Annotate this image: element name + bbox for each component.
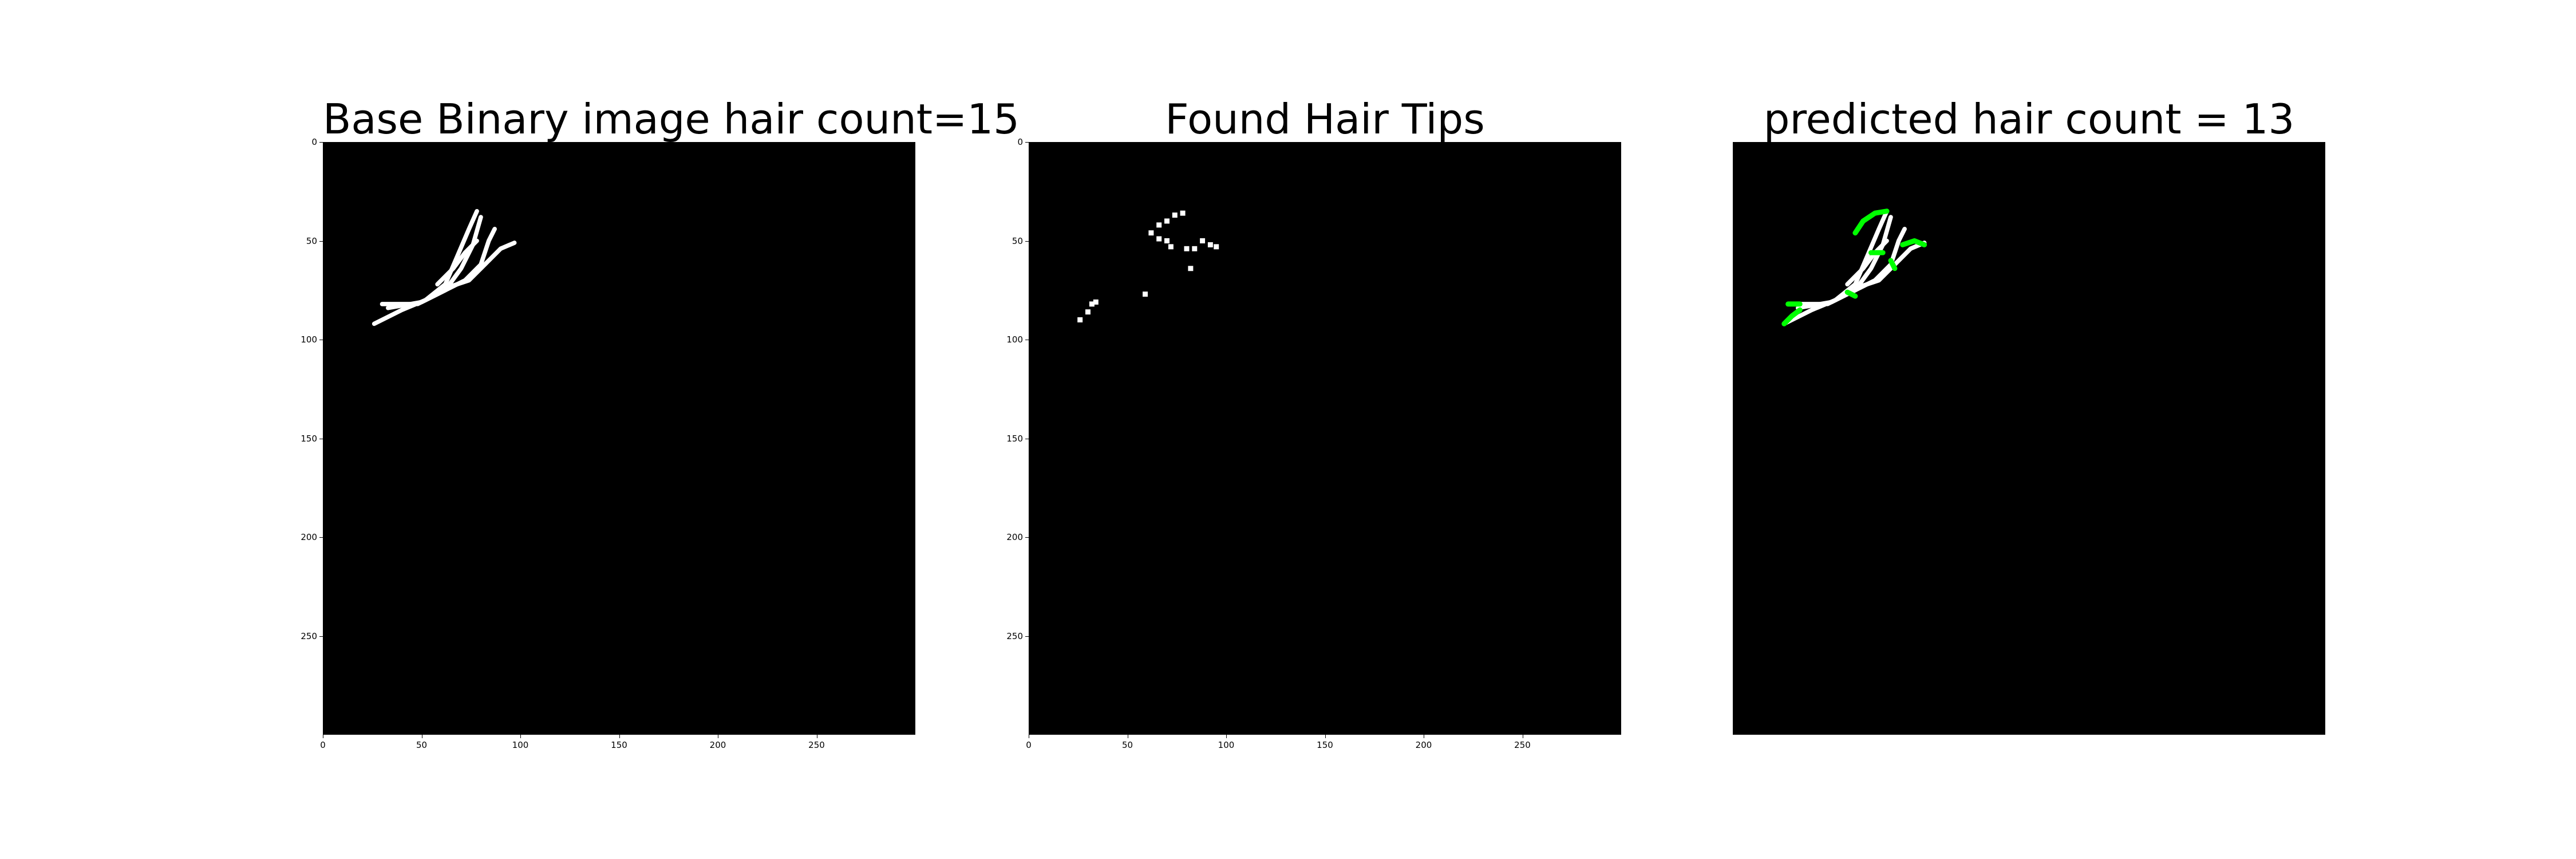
hair-tip-point: [1200, 238, 1206, 243]
x-tick-label: 100: [1218, 740, 1235, 750]
hair-tip-point: [1207, 242, 1213, 247]
x-tick-label: 50: [416, 740, 428, 750]
y-tick-mark: [1025, 142, 1029, 143]
x-tick-mark: [1226, 735, 1227, 738]
y-tick-mark: [1025, 537, 1029, 538]
tip-overlay-segment: [1888, 258, 1898, 271]
hair-tip-point: [1156, 236, 1162, 242]
tip-overlay-segment: [1852, 208, 1890, 236]
y-tick-label: 200: [1006, 532, 1023, 542]
tip-overlay-segment: [1781, 307, 1803, 326]
y-tick-mark: [1025, 241, 1029, 242]
x-tick-label: 250: [808, 740, 825, 750]
y-tick-mark: [319, 636, 323, 637]
hair-tip-point: [1164, 218, 1170, 224]
y-tick-label: 250: [1006, 631, 1023, 641]
panel-title: Found Hair Tips: [1165, 95, 1485, 143]
x-tick-mark: [520, 735, 521, 738]
y-tick-label: 250: [301, 631, 317, 641]
hair-stroke: [443, 241, 517, 291]
image-canvas: [372, 208, 517, 326]
y-tick-label: 150: [301, 433, 317, 444]
x-tick-label: 250: [1514, 740, 1531, 750]
hair-tip-point: [1192, 246, 1198, 251]
hair-tip-point: [1143, 291, 1148, 297]
image-axes: [1029, 142, 1621, 735]
tip-overlay-segment: [1900, 238, 1927, 247]
y-tick-label: 200: [301, 532, 317, 542]
hair-stroke: [372, 208, 479, 326]
x-tick-mark: [619, 735, 620, 738]
hair-stroke: [435, 238, 479, 287]
image-axes: [323, 142, 915, 735]
hair-stroke: [1781, 208, 1889, 326]
image-canvas: [1077, 210, 1219, 322]
y-tick-mark: [1025, 636, 1029, 637]
hair-tip-point: [1093, 299, 1099, 305]
y-tick-label: 50: [306, 235, 317, 246]
panel-found-tips: Found Hair Tips 0 50 100 150 200 250 0 50 100 150…: [1006, 0, 1621, 859]
y-tick-label: 0: [311, 137, 317, 147]
hair-tip-point: [1172, 212, 1178, 218]
y-tick-label: 50: [1012, 235, 1023, 246]
y-tick-label: 100: [1006, 334, 1023, 345]
hair-tip-point: [1156, 222, 1162, 228]
x-tick-label: 100: [512, 740, 529, 750]
hair-tip-point: [1180, 210, 1186, 216]
x-tick-label: 0: [320, 740, 326, 750]
x-tick-label: 150: [1317, 740, 1333, 750]
x-tick-label: 200: [1415, 740, 1432, 750]
hair-stroke: [415, 227, 497, 306]
panel-title: Base Binary image hair count=15: [323, 95, 1020, 143]
x-tick-label: 50: [1121, 740, 1133, 750]
hair-tip-point: [1077, 317, 1083, 322]
hair-tip-point: [1168, 244, 1174, 250]
image-axes: [1733, 142, 2325, 735]
y-tick-mark: [319, 241, 323, 242]
hair-tip-point: [1184, 246, 1190, 251]
hair-tip-point: [1214, 244, 1219, 250]
tip-overlay-segment: [1844, 289, 1858, 299]
y-tick-label: 150: [1006, 433, 1023, 444]
y-tick-mark: [319, 537, 323, 538]
panel-predicted: predicted hair count = 13: [1733, 0, 2325, 859]
hair-tip-point: [1188, 266, 1194, 271]
hair-tip-point: [1085, 309, 1091, 315]
hair-tip-point: [1164, 238, 1170, 243]
image-canvas: [1781, 208, 1927, 326]
y-tick-label: 100: [301, 334, 317, 345]
hair-stroke: [1845, 238, 1889, 287]
y-tick-label: 0: [1017, 137, 1023, 147]
x-tick-label: 150: [611, 740, 627, 750]
panel-title: predicted hair count = 13: [1763, 95, 2295, 143]
y-tick-mark: [319, 142, 323, 143]
hair-tip-point: [1148, 230, 1154, 236]
hair-tip-point: [1089, 301, 1095, 307]
x-tick-label: 0: [1026, 740, 1032, 750]
x-tick-mark: [1325, 735, 1326, 738]
x-tick-label: 200: [709, 740, 726, 750]
panel-base-binary: Base Binary image hair count=15 0 50 100 15…: [301, 0, 1020, 859]
